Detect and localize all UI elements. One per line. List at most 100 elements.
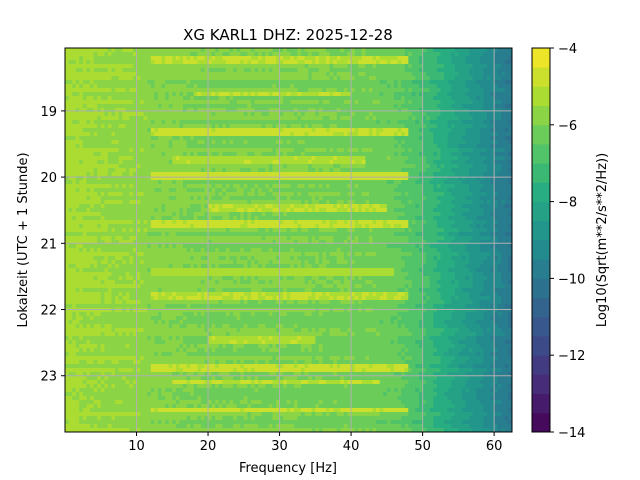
heatmap-cell bbox=[111, 140, 116, 145]
heatmap-cell bbox=[293, 188, 298, 193]
heatmap-cell bbox=[272, 156, 277, 161]
heatmap-cell bbox=[186, 148, 191, 153]
heatmap-cell bbox=[283, 112, 288, 117]
heatmap-cell bbox=[494, 156, 499, 161]
heatmap-cell bbox=[240, 64, 245, 69]
heatmap-cell bbox=[107, 124, 112, 129]
heatmap-cell bbox=[272, 196, 277, 201]
heatmap-cell bbox=[461, 64, 466, 69]
heatmap-cell bbox=[329, 96, 334, 101]
heatmap-cell bbox=[411, 196, 416, 201]
heatmap-cell bbox=[393, 76, 398, 81]
heatmap-cell bbox=[433, 124, 438, 129]
heatmap-cell bbox=[290, 80, 295, 85]
heatmap-cell bbox=[111, 164, 116, 169]
heatmap-cell bbox=[140, 56, 145, 61]
heatmap-cell bbox=[250, 124, 255, 129]
heatmap-cell bbox=[436, 48, 441, 53]
heatmap-cell bbox=[301, 64, 305, 69]
heatmap-cell bbox=[426, 176, 431, 181]
heatmap-cell bbox=[315, 168, 320, 173]
heatmap-cell bbox=[211, 84, 216, 89]
heatmap-cell bbox=[315, 116, 320, 121]
heatmap-cell bbox=[433, 160, 438, 165]
heatmap-cell bbox=[415, 52, 420, 57]
heatmap-cell bbox=[183, 176, 187, 181]
heatmap-cell bbox=[497, 56, 502, 61]
heatmap-cell bbox=[383, 100, 388, 105]
heatmap-cell bbox=[204, 188, 209, 193]
heatmap-cell bbox=[125, 60, 130, 65]
heatmap-cell bbox=[401, 132, 406, 137]
heatmap-cell bbox=[440, 136, 445, 141]
heatmap-cell bbox=[111, 96, 116, 101]
heatmap-cell bbox=[136, 128, 141, 133]
heatmap-cell bbox=[190, 52, 195, 57]
heatmap-cell bbox=[397, 176, 402, 181]
heatmap-cell bbox=[444, 80, 449, 85]
heatmap-cell bbox=[483, 136, 488, 141]
heatmap-cell bbox=[408, 180, 413, 185]
heatmap-cell bbox=[308, 72, 313, 77]
heatmap-cell bbox=[469, 68, 474, 73]
heatmap-cell bbox=[82, 180, 87, 185]
heatmap-cell bbox=[104, 48, 109, 53]
heatmap-cell bbox=[436, 188, 441, 193]
heatmap-cell bbox=[365, 124, 370, 129]
heatmap-cell bbox=[115, 164, 120, 169]
heatmap-cell bbox=[415, 204, 420, 209]
heatmap-cell bbox=[208, 84, 213, 89]
heatmap-cell bbox=[150, 184, 155, 189]
heatmap-cell bbox=[211, 136, 216, 141]
heatmap-cell bbox=[426, 64, 431, 69]
heatmap-cell bbox=[168, 124, 173, 129]
heatmap-cell bbox=[240, 104, 245, 109]
heatmap-cell bbox=[143, 200, 148, 205]
heatmap-cell bbox=[483, 112, 488, 117]
heatmap-cell bbox=[408, 72, 413, 77]
heatmap-cell bbox=[404, 140, 409, 145]
heatmap-cell bbox=[426, 56, 431, 61]
heatmap-cell bbox=[125, 96, 130, 101]
heatmap-cell bbox=[218, 156, 223, 161]
heatmap-cell bbox=[390, 148, 395, 153]
heatmap-cell bbox=[115, 76, 120, 81]
heatmap-cell bbox=[132, 108, 137, 113]
heatmap-cell bbox=[154, 72, 159, 77]
heatmap-cell bbox=[379, 144, 384, 149]
heatmap-cell bbox=[125, 176, 130, 181]
heatmap-cell bbox=[444, 124, 449, 129]
heatmap-cell bbox=[208, 124, 213, 129]
heatmap-cell bbox=[329, 192, 334, 197]
heatmap-cell bbox=[379, 192, 384, 197]
heatmap-cell bbox=[301, 104, 305, 109]
heatmap-cell bbox=[268, 180, 273, 185]
heatmap-cell bbox=[283, 196, 288, 201]
heatmap-cell bbox=[479, 84, 484, 89]
heatmap-cell bbox=[311, 136, 316, 141]
heatmap-cell bbox=[476, 60, 481, 65]
heatmap-cell bbox=[397, 172, 402, 177]
heatmap-cell bbox=[451, 108, 456, 113]
heatmap-cell bbox=[165, 188, 170, 193]
heatmap-cell bbox=[150, 160, 155, 165]
heatmap-cell bbox=[447, 184, 452, 189]
heatmap-cell bbox=[86, 68, 91, 73]
heatmap-cell bbox=[333, 68, 338, 73]
heatmap-cell bbox=[243, 180, 248, 185]
heatmap-cell bbox=[501, 120, 506, 125]
heatmap-cell bbox=[469, 160, 474, 165]
heatmap-cell bbox=[490, 176, 495, 181]
heatmap-cell bbox=[326, 176, 331, 181]
heatmap-cell bbox=[111, 180, 116, 185]
heatmap-cell bbox=[122, 112, 127, 117]
heatmap-cell bbox=[315, 112, 320, 117]
heatmap-cell bbox=[497, 164, 502, 169]
heatmap-cell bbox=[461, 156, 466, 161]
heatmap-cell bbox=[161, 60, 166, 65]
heatmap-cell bbox=[393, 88, 398, 93]
heatmap-cell bbox=[236, 160, 241, 165]
heatmap-cell bbox=[504, 176, 509, 181]
heatmap-cell bbox=[143, 124, 148, 129]
heatmap-cell bbox=[258, 108, 263, 113]
